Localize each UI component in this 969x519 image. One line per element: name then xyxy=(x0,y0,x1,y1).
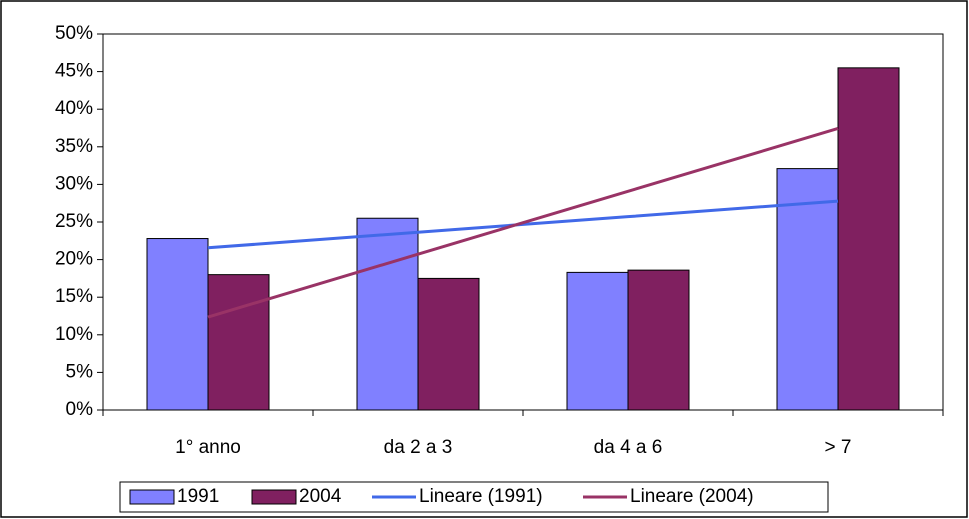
legend-box xyxy=(119,481,829,513)
bar xyxy=(146,238,209,411)
y-tick-label: 10% xyxy=(55,324,93,345)
y-tick-label: 15% xyxy=(55,286,93,307)
y-tick-label: 45% xyxy=(55,61,93,82)
bar xyxy=(566,271,629,411)
legend-label: 1991 xyxy=(177,486,219,507)
y-tick-label: 30% xyxy=(55,173,93,194)
y-tick-label: 50% xyxy=(55,23,93,44)
legend-swatch xyxy=(251,489,297,505)
bar xyxy=(207,274,270,411)
legend-label: Lineare (1991) xyxy=(419,486,543,507)
legend-swatch xyxy=(129,489,175,505)
y-tick-label: 40% xyxy=(55,98,93,119)
x-tick-label: > 7 xyxy=(825,437,852,458)
bar xyxy=(627,269,690,411)
legend-label: Lineare (2004) xyxy=(630,486,754,507)
x-tick-label: da 2 a 3 xyxy=(384,437,453,458)
x-tick-label: 1° anno xyxy=(175,437,241,458)
y-tick-label: 5% xyxy=(66,361,94,382)
bar xyxy=(417,277,480,411)
y-tick-label: 0% xyxy=(66,399,94,420)
legend-label: 2004 xyxy=(299,486,342,507)
y-tick-label: 20% xyxy=(55,249,93,270)
x-tick-label: da 4 a 6 xyxy=(594,437,663,458)
bar xyxy=(356,217,419,411)
y-tick-label: 25% xyxy=(55,211,93,232)
trend-line xyxy=(207,127,839,319)
trend-line xyxy=(207,199,839,250)
y-tick-label: 35% xyxy=(55,136,93,157)
bar xyxy=(837,67,900,411)
bar xyxy=(776,168,839,411)
